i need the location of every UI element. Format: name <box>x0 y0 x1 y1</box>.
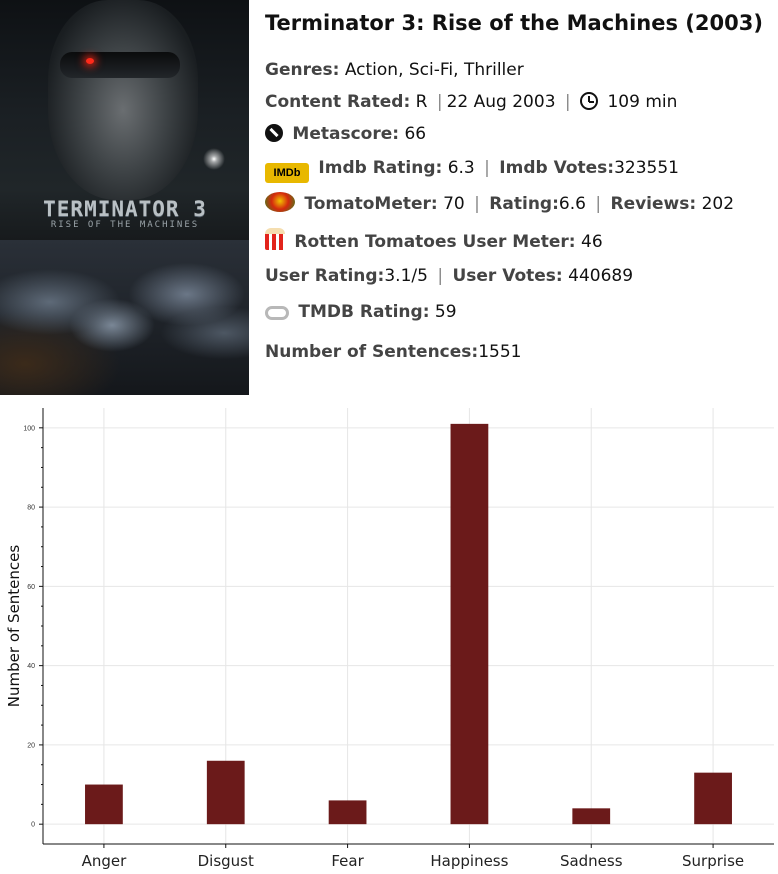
content-rated-label: Content Rated: <box>265 92 411 112</box>
separator: | <box>437 266 444 286</box>
rt-user-meter-value: 46 <box>581 232 603 252</box>
metascore-label: Metascore: <box>292 124 400 144</box>
poster-red-eye-art <box>86 58 94 64</box>
content-rated-row: Content Rated: R | 22 Aug 2003 | 109 min <box>265 90 677 114</box>
clock-icon <box>580 92 599 110</box>
imdb-votes-value: 323551 <box>614 158 679 178</box>
user-votes-label: User Votes: <box>452 266 563 286</box>
tomatometer-row: TomatoMeter: 70 | Rating:6.6 | Reviews: … <box>265 192 734 216</box>
bar-anger <box>85 784 123 825</box>
separator: | <box>484 158 490 178</box>
movie-info-panel: Terminator 3: Rise of the Machines (2003… <box>265 10 777 362</box>
metascore-row: Metascore: 66 <box>265 122 426 146</box>
imdb-rating-label: Imdb Rating: <box>318 158 443 178</box>
metacritic-icon <box>265 124 283 142</box>
separator: | <box>564 92 571 112</box>
tmdb-rating-value: 59 <box>434 302 457 322</box>
bar-happiness <box>450 423 489 825</box>
genres-value: Action, Sci-Fi, Thriller <box>344 60 524 80</box>
runtime-value: 109 min <box>607 92 678 112</box>
num-sentences-label: Number of Sentences: <box>265 342 479 362</box>
genres-label: Genres: <box>265 60 340 80</box>
rating-value: 6.6 <box>558 194 586 214</box>
separator: | <box>436 92 443 112</box>
bar-surprise <box>694 772 732 825</box>
metascore-value: 66 <box>404 124 427 144</box>
imdb-votes-label: Imdb Votes: <box>499 158 615 178</box>
user-rating-row: User Rating:3.1/5 | User Votes: 440689 <box>265 264 633 288</box>
bar-disgust <box>206 760 245 825</box>
tomatometer-label: TomatoMeter: <box>304 194 438 214</box>
y-tick-label: 0 <box>31 822 35 829</box>
bar-fear <box>328 800 367 825</box>
imdb-logo-icon: IMDb <box>265 163 309 183</box>
y-tick-label: 40 <box>27 663 35 670</box>
user-votes-value: 440689 <box>568 266 634 286</box>
bar-sadness <box>572 808 611 825</box>
tomatometer-value: 70 <box>443 194 465 214</box>
x-tick-label: Fear <box>331 852 364 870</box>
rating-label: Rating: <box>489 194 559 214</box>
rt-user-meter-label: Rotten Tomatoes User Meter: <box>294 232 576 252</box>
poster-subtitle-art: RISE OF THE MACHINES <box>50 220 200 230</box>
imdb-row: IMDb Imdb Rating: 6.3 | Imdb Votes:32355… <box>265 156 679 183</box>
sentences-row: Number of Sentences:1551 <box>265 340 521 364</box>
x-tick-label: Surprise <box>682 852 744 870</box>
popcorn-icon <box>265 228 285 250</box>
reviews-label: Reviews: <box>610 194 697 214</box>
tomato-icon <box>265 192 295 212</box>
movie-title: Terminator 3: Rise of the Machines (2003… <box>265 11 763 35</box>
genres-row: Genres: Action, Sci-Fi, Thriller <box>265 58 524 82</box>
user-rating-value: 3.1/5 <box>384 266 428 286</box>
y-tick-label: 60 <box>27 584 35 591</box>
num-sentences-value: 1551 <box>478 342 522 362</box>
y-tick-label: 80 <box>27 505 35 512</box>
separator: | <box>474 194 480 214</box>
y-tick-label: 20 <box>27 742 35 749</box>
poster-face-art <box>48 0 198 200</box>
tmdb-rating-label: TMDB Rating: <box>298 302 430 322</box>
user-rating-label: User Rating: <box>265 266 385 286</box>
chart-svg: 0 20 40 60 80 100 Anger Disgust Fear Happiness Sad… <box>5 408 774 870</box>
x-tick-label: Sadness <box>560 852 623 870</box>
poster-title-art: TERMINATOR 3 <box>43 197 207 221</box>
tmdb-row: TMDB Rating: 59 <box>265 300 457 324</box>
separator: | <box>595 194 602 214</box>
x-tick-label: Disgust <box>198 852 254 870</box>
poster-lens-flare-art <box>203 148 225 170</box>
poster-robots-art <box>0 240 249 395</box>
x-tick-label: Happiness <box>430 852 508 870</box>
poster-sunglasses-art <box>60 52 180 78</box>
content-rated-value: R <box>415 92 428 112</box>
reviews-value: 202 <box>701 194 735 214</box>
release-date-value: 22 Aug 2003 <box>446 92 556 112</box>
movie-poster: TERMINATOR 3 RISE OF THE MACHINES <box>0 0 249 395</box>
imdb-rating-value: 6.3 <box>447 158 475 178</box>
x-tick-label: Anger <box>82 852 128 870</box>
tmdb-icon <box>265 306 289 320</box>
emotion-bar-chart: 0 20 40 60 80 100 Anger Disgust Fear Happiness Sad… <box>0 400 778 874</box>
y-axis-label: Number of Sentences <box>5 545 23 708</box>
y-tick-label: 100 <box>23 425 35 432</box>
rt-user-meter-row: Rotten Tomatoes User Meter: 46 <box>265 228 603 254</box>
